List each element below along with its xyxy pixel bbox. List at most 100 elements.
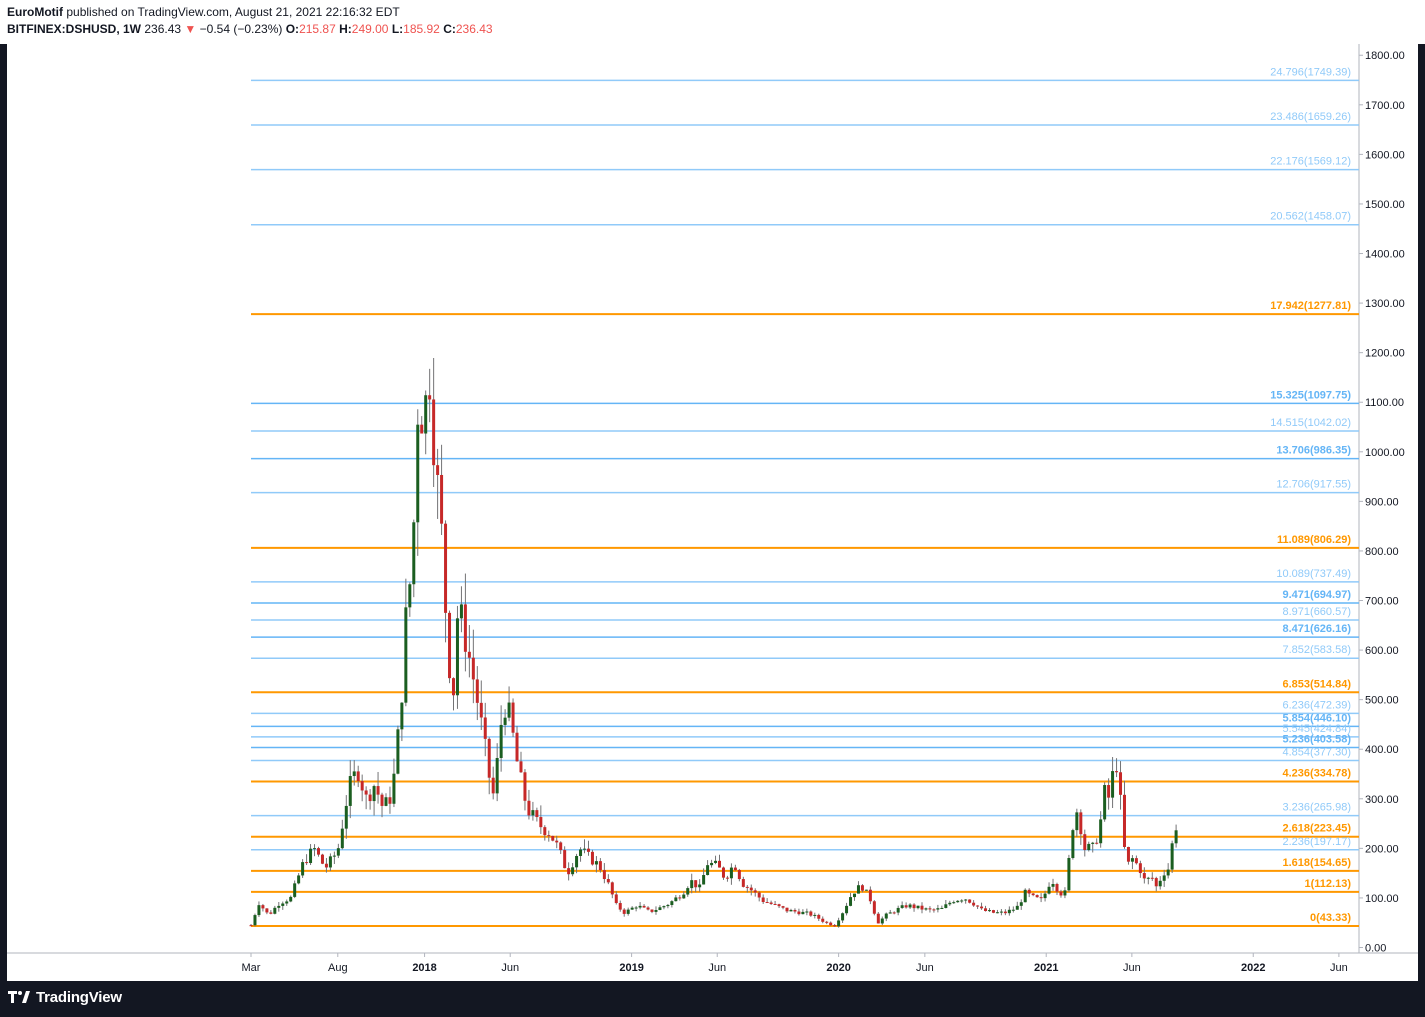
candle-down (265, 908, 269, 913)
high-value: 249.00 (351, 22, 389, 36)
candle-down (1031, 893, 1035, 896)
candle-down (1142, 873, 1146, 879)
candle-down (976, 905, 980, 907)
candle-up (1075, 812, 1079, 831)
candle-down (980, 906, 984, 909)
candle-down (451, 678, 455, 696)
candle-down (1095, 842, 1099, 844)
candle-down (817, 914, 821, 919)
candle-up (273, 907, 277, 914)
candle-down (984, 908, 988, 912)
candle-down (511, 702, 515, 733)
candle-up (960, 900, 964, 902)
fib-level-label: 24.796(1749.39) (1270, 66, 1351, 78)
candle-down (555, 840, 559, 843)
price-tick-label: 1600.00 (1365, 149, 1405, 161)
candle-up (916, 905, 920, 909)
tradingview-logo[interactable]: TradingView (8, 989, 122, 1006)
candle-down (563, 850, 567, 869)
candle-up (900, 905, 904, 908)
candle-down (642, 905, 646, 908)
candle-up (856, 885, 860, 894)
candle-down (785, 907, 789, 912)
price-tick-label: 1500.00 (1365, 199, 1405, 211)
candle-down (547, 835, 551, 837)
candle-up (936, 908, 940, 910)
candle-down (559, 842, 563, 851)
candle-down (614, 894, 618, 904)
candle-down (646, 907, 650, 910)
candle-up (706, 865, 710, 876)
candle-down (622, 909, 626, 914)
close-value: 236.43 (455, 22, 493, 36)
fib-level-label: 22.176(1569.12) (1270, 156, 1351, 168)
candle-up (956, 900, 960, 903)
candle-up (813, 914, 817, 916)
candle-down (765, 902, 769, 904)
candle-up (1015, 905, 1019, 910)
candle-up (332, 855, 336, 857)
time-tick-label: Jun (1123, 962, 1141, 974)
candle-down (261, 905, 265, 909)
fib-level-label: 10.089(737.49) (1276, 568, 1351, 580)
candle-down (491, 777, 495, 794)
candle-down (380, 794, 384, 806)
candle-up (880, 918, 884, 924)
candle-down (356, 771, 360, 782)
candle-up (964, 899, 968, 901)
time-tick-label: 2018 (412, 962, 436, 974)
author-name[interactable]: EuroMotif (7, 5, 63, 19)
candle-up (698, 884, 702, 888)
candle-down (364, 790, 368, 795)
candle-up (1011, 909, 1015, 911)
candle-up (257, 905, 261, 916)
candle-down (912, 904, 916, 909)
candle-up (924, 908, 928, 910)
candle-up (309, 848, 313, 864)
open-value: 215.87 (299, 22, 336, 36)
time-tick-label: Jun (501, 962, 519, 974)
candle-down (567, 868, 571, 875)
candle-down (1154, 878, 1158, 887)
candle-up (1043, 893, 1047, 899)
candle-down (305, 862, 309, 864)
candle-up (277, 905, 281, 908)
symbol-name[interactable]: BITFINEX:DSHUSD, 1W (7, 22, 142, 36)
candle-down (833, 925, 837, 927)
candle-down (467, 651, 471, 658)
candle-down (551, 835, 555, 841)
candle-down (876, 913, 880, 924)
candle-up (253, 915, 257, 926)
chart-area[interactable]: 0.00 100.00 200.00 300.00 400.00 500.00 600.00… (7, 44, 1418, 981)
price-change: −0.54 (−0.23%) (199, 22, 283, 36)
fib-level-label: 0(43.33) (1310, 912, 1351, 924)
time-tick-label: Aug (328, 962, 348, 974)
candle-down (1126, 846, 1130, 862)
time-tick-label: 2022 (1241, 962, 1265, 974)
candle-up (416, 424, 420, 523)
candle-down (718, 860, 722, 868)
candle-down (725, 877, 729, 879)
candle-up (690, 880, 694, 889)
low-label: L: (391, 22, 404, 36)
time-tick-label: Jun (708, 962, 726, 974)
fib-level-label: 5.236(403.58) (1283, 733, 1352, 745)
candle-up (944, 904, 948, 908)
candle-up (626, 909, 630, 914)
candle-down (741, 879, 745, 887)
fib-level-label: 13.706(986.35) (1276, 445, 1351, 457)
candle-down (1003, 911, 1007, 914)
candle-down (487, 738, 491, 778)
candle-up (908, 904, 912, 908)
candle-down (829, 922, 833, 926)
candle-up (301, 862, 305, 876)
candle-down (860, 885, 864, 891)
candle-down (1115, 771, 1119, 773)
candle-down (1119, 772, 1123, 795)
candle-up (285, 901, 289, 904)
candle-up (348, 776, 352, 806)
price-chart[interactable]: 0.00 100.00 200.00 300.00 400.00 500.00 600.00… (7, 44, 1418, 981)
fib-level-label: 7.852(583.58) (1283, 644, 1352, 656)
candle-down (602, 870, 606, 880)
candle-up (579, 849, 583, 856)
